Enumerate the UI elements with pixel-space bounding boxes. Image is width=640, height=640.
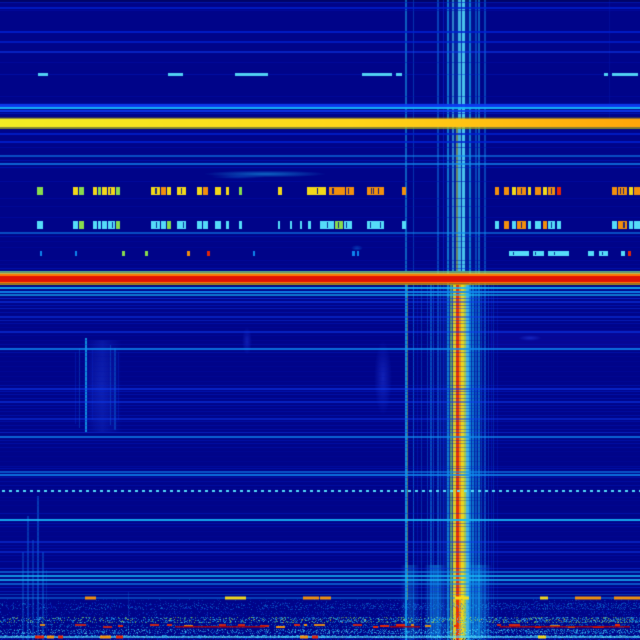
spectrogram-heatmap-canvas [0, 0, 640, 640]
spectrogram-viewport [0, 0, 640, 640]
